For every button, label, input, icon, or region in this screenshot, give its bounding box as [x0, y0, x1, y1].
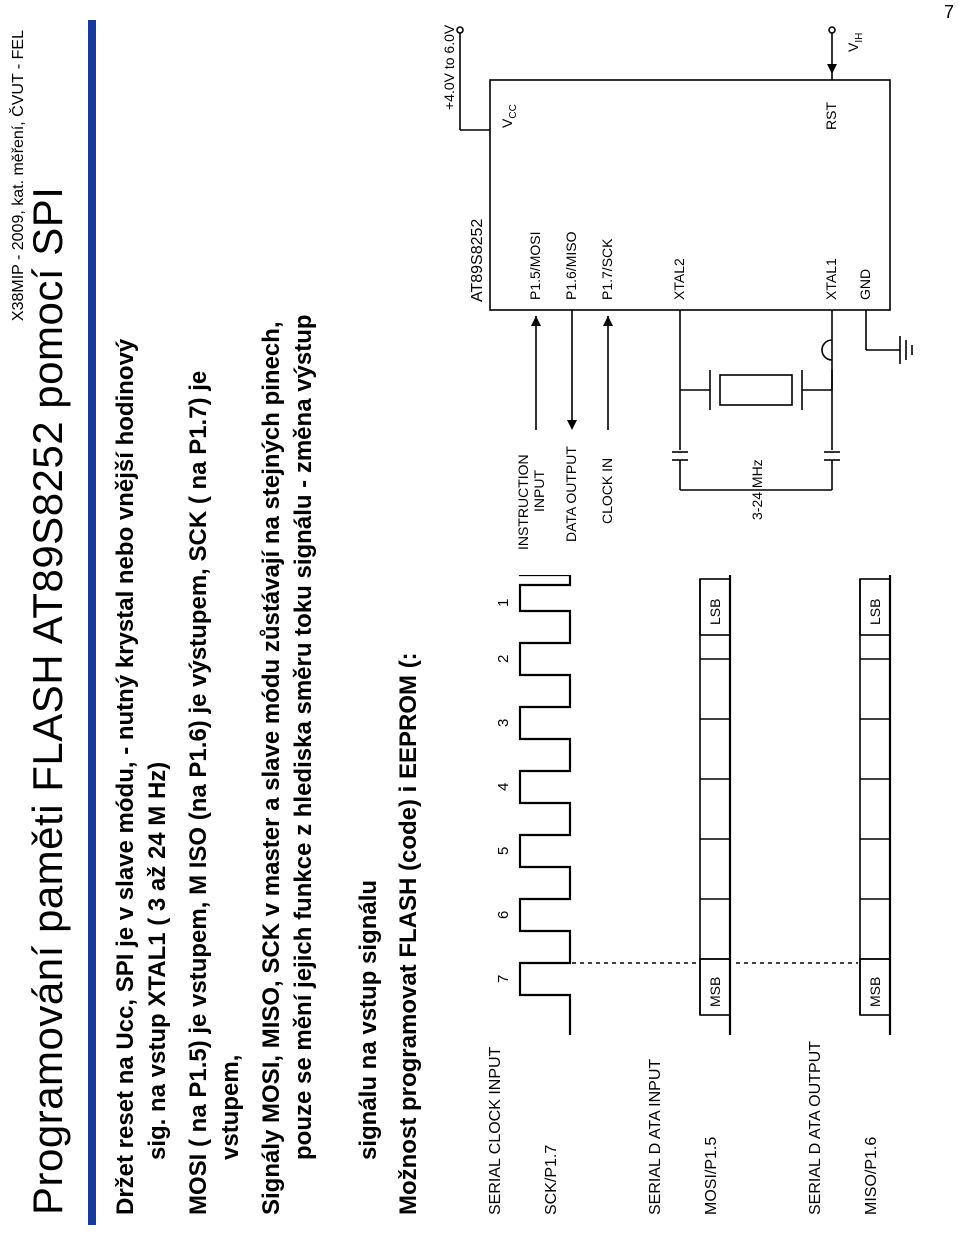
schematic: AT89S8252 VCC +4.0V to 6.0V INSTRUCTION …: [440, 20, 940, 560]
lbl-mosi: MOSI/P1.5: [703, 1137, 720, 1215]
bit-4: 4: [495, 783, 512, 791]
vih-label: VIH: [845, 33, 865, 52]
p3-line1: Signály MOSI, MISO, SCK v master a slave…: [258, 321, 285, 1215]
p4-line1: Možnost programovat FLASH (code) i EEPRO…: [395, 652, 422, 1215]
sig-instruction: INSTRUCTION INPUT: [515, 316, 547, 550]
lbl-serial-clock-input: SERIAL CLOCK INPUT: [487, 1046, 504, 1215]
lbl-miso: MISO/P1.6: [863, 1137, 880, 1215]
body-text: Držet reset na Ucc, SPI je v slave módu,…: [110, 30, 434, 1215]
timing-diagram: SERIAL CLOCK INPUT SCK/P1.7 SERIAL D ATA…: [460, 575, 920, 1215]
sig-data-output: DATA OUTPUT: [563, 310, 579, 542]
svg-text:INPUT: INPUT: [531, 470, 547, 512]
pin-p15: P1.5/MOSI: [527, 232, 543, 300]
bit-3: 3: [495, 719, 512, 727]
p1-line1: Držet reset na Ucc, SPI je v slave módu,…: [112, 339, 139, 1215]
pin-p17: P1.7/SCK: [599, 238, 615, 300]
sck-waveform: 7 6 5 4 3 2 1: [495, 575, 570, 1035]
p2-line2: vstupem,: [215, 30, 247, 1215]
svg-text:DATA OUTPUT: DATA OUTPUT: [563, 446, 579, 542]
bit-7: 7: [495, 975, 512, 983]
p3-line2: pouze se mění jejich funkce z hlediska s…: [288, 30, 320, 1215]
vcc-label: VCC: [499, 104, 519, 128]
lsb-miso: LSB: [867, 599, 883, 625]
vrange: +4.0V to 6.0V: [441, 24, 457, 110]
pin-p16: P1.6/MISO: [563, 231, 579, 300]
lsb-mosi: LSB: [707, 599, 723, 625]
bit-6: 6: [495, 911, 512, 919]
lbl-sck: SCK/P1.7: [543, 1145, 560, 1215]
bit-5: 5: [495, 847, 512, 855]
bit-2: 2: [495, 655, 512, 663]
sig-clock-in: CLOCK IN: [599, 316, 615, 524]
chip-label: AT89S8252: [469, 219, 486, 302]
pin-gnd: GND: [857, 269, 873, 300]
pin-rst: RST: [823, 102, 839, 130]
p2-line1: MOSI ( na P1.5) je vstupem, M ISO (na P1…: [185, 371, 212, 1215]
slide-title: Programování paměti FLASH AT89S8252 pomo…: [24, 187, 72, 1215]
p1-line2: sig. na vstup XTAL1 ( 3 až 24 M Hz): [142, 30, 174, 1215]
p3-line3: signálu na vstup signálu: [353, 30, 385, 1215]
svg-text:INSTRUCTION: INSTRUCTION: [515, 454, 531, 550]
lbl-serial-data-output: SERIAL D ATA OUTPUT: [807, 1041, 824, 1215]
pin-xtal2: XTAL2: [671, 258, 687, 300]
title-rule: [88, 20, 96, 1225]
pin-xtal1: XTAL1: [823, 258, 839, 300]
lbl-serial-data-input: SERIAL D ATA INPUT: [647, 1059, 664, 1215]
bit-1: 1: [495, 599, 512, 607]
page-number: 7: [944, 2, 954, 23]
miso-row: MSB LSB: [860, 575, 890, 1035]
figures-row: SERIAL CLOCK INPUT SCK/P1.7 SERIAL D ATA…: [440, 20, 948, 1215]
mosi-row: MSB LSB: [700, 575, 730, 1035]
svg-text:CLOCK IN: CLOCK IN: [599, 458, 615, 524]
msb-mosi: MSB: [707, 977, 723, 1007]
msb-miso: MSB: [867, 977, 883, 1007]
